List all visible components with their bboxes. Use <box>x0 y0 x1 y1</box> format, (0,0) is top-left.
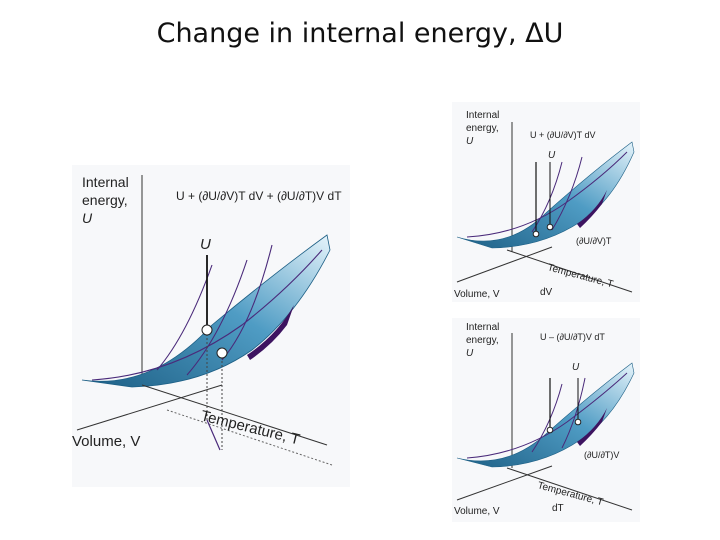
state-point <box>216 347 228 359</box>
iso-curve <box>466 372 628 459</box>
volume-axis <box>456 246 553 283</box>
lower-right-surface-diagram: Internal energy, U U – (∂U/∂T)V dT U (∂U… <box>454 322 635 517</box>
upper-right-surface-diagram: Internal energy, U U + (∂U/∂V)T dV U (∂U… <box>454 110 635 300</box>
u-axis-label-line2: energy, <box>466 123 499 134</box>
iso-curve <box>551 156 583 231</box>
state-point <box>546 426 554 434</box>
energy-surface <box>456 141 635 249</box>
temperature-axis-label: Temperature, T <box>199 407 302 448</box>
step-label: dV <box>540 287 553 298</box>
volume-axis-label: Volume, V <box>454 289 500 300</box>
iso-curve <box>91 249 323 381</box>
u-axis-label-line1: Internal <box>82 174 129 190</box>
u-axis-label-line1: Internal <box>466 322 499 333</box>
state-point <box>201 324 213 336</box>
side-expression: (∂U/∂T)V <box>584 450 619 460</box>
volume-axis-label: Volume, V <box>454 506 500 517</box>
lower-right-diagram-panel: Internal energy, U U – (∂U/∂T)V dT U (∂U… <box>452 318 640 522</box>
step-label: dT <box>552 503 564 514</box>
slide-title: Change in internal energy, ΔU <box>156 18 564 49</box>
u-axis-label-line3: U <box>82 210 93 226</box>
state-point <box>574 418 582 426</box>
temperature-axis-label: Temperature, T <box>546 262 614 290</box>
u-axis-label-line1: Internal <box>466 110 499 121</box>
volume-axis-label: Volume, V <box>72 433 140 450</box>
energy-surface <box>456 362 635 468</box>
temperature-axis-label: Temperature, T <box>536 480 604 508</box>
main-diagram-panel: Internal energy, U U + (∂U/∂V)T dV + (∂U… <box>72 165 350 487</box>
top-expression: U – (∂U/∂T)V dT <box>540 332 605 342</box>
iso-curve <box>561 377 586 449</box>
u-point-label: U <box>572 362 580 373</box>
u-axis-label-line3: U <box>466 348 474 359</box>
top-expression: U + (∂U/∂V)T dV + (∂U/∂T)V dT <box>176 189 342 203</box>
step-arrow <box>206 419 221 451</box>
dotted-guide <box>166 409 333 466</box>
u-axis-label-line2: energy, <box>82 192 128 208</box>
upper-right-diagram-panel: Internal energy, U U + (∂U/∂V)T dV U (∂U… <box>452 102 640 302</box>
surface-edge <box>577 408 607 446</box>
side-expression: (∂U/∂V)T <box>576 236 612 246</box>
temperature-axis <box>506 249 633 293</box>
volume-axis <box>456 465 553 501</box>
surface-edge <box>247 305 294 360</box>
iso-curve <box>186 259 248 376</box>
u-axis-label-line3: U <box>466 136 474 147</box>
top-expression: U + (∂U/∂V)T dV <box>530 130 596 140</box>
main-surface-diagram: Internal energy, U U + (∂U/∂V)T dV + (∂U… <box>72 174 342 466</box>
temperature-axis <box>141 384 328 446</box>
u-axis-label-line2: energy, <box>466 335 499 346</box>
u-point-label: U <box>548 150 556 161</box>
surface-edge <box>577 190 607 228</box>
volume-axis <box>76 384 223 431</box>
energy-surface <box>81 234 331 388</box>
u-point-label: U <box>200 236 211 253</box>
state-point <box>546 223 554 231</box>
iso-curve <box>221 244 273 361</box>
temperature-axis <box>506 467 633 511</box>
state-point <box>532 230 540 238</box>
